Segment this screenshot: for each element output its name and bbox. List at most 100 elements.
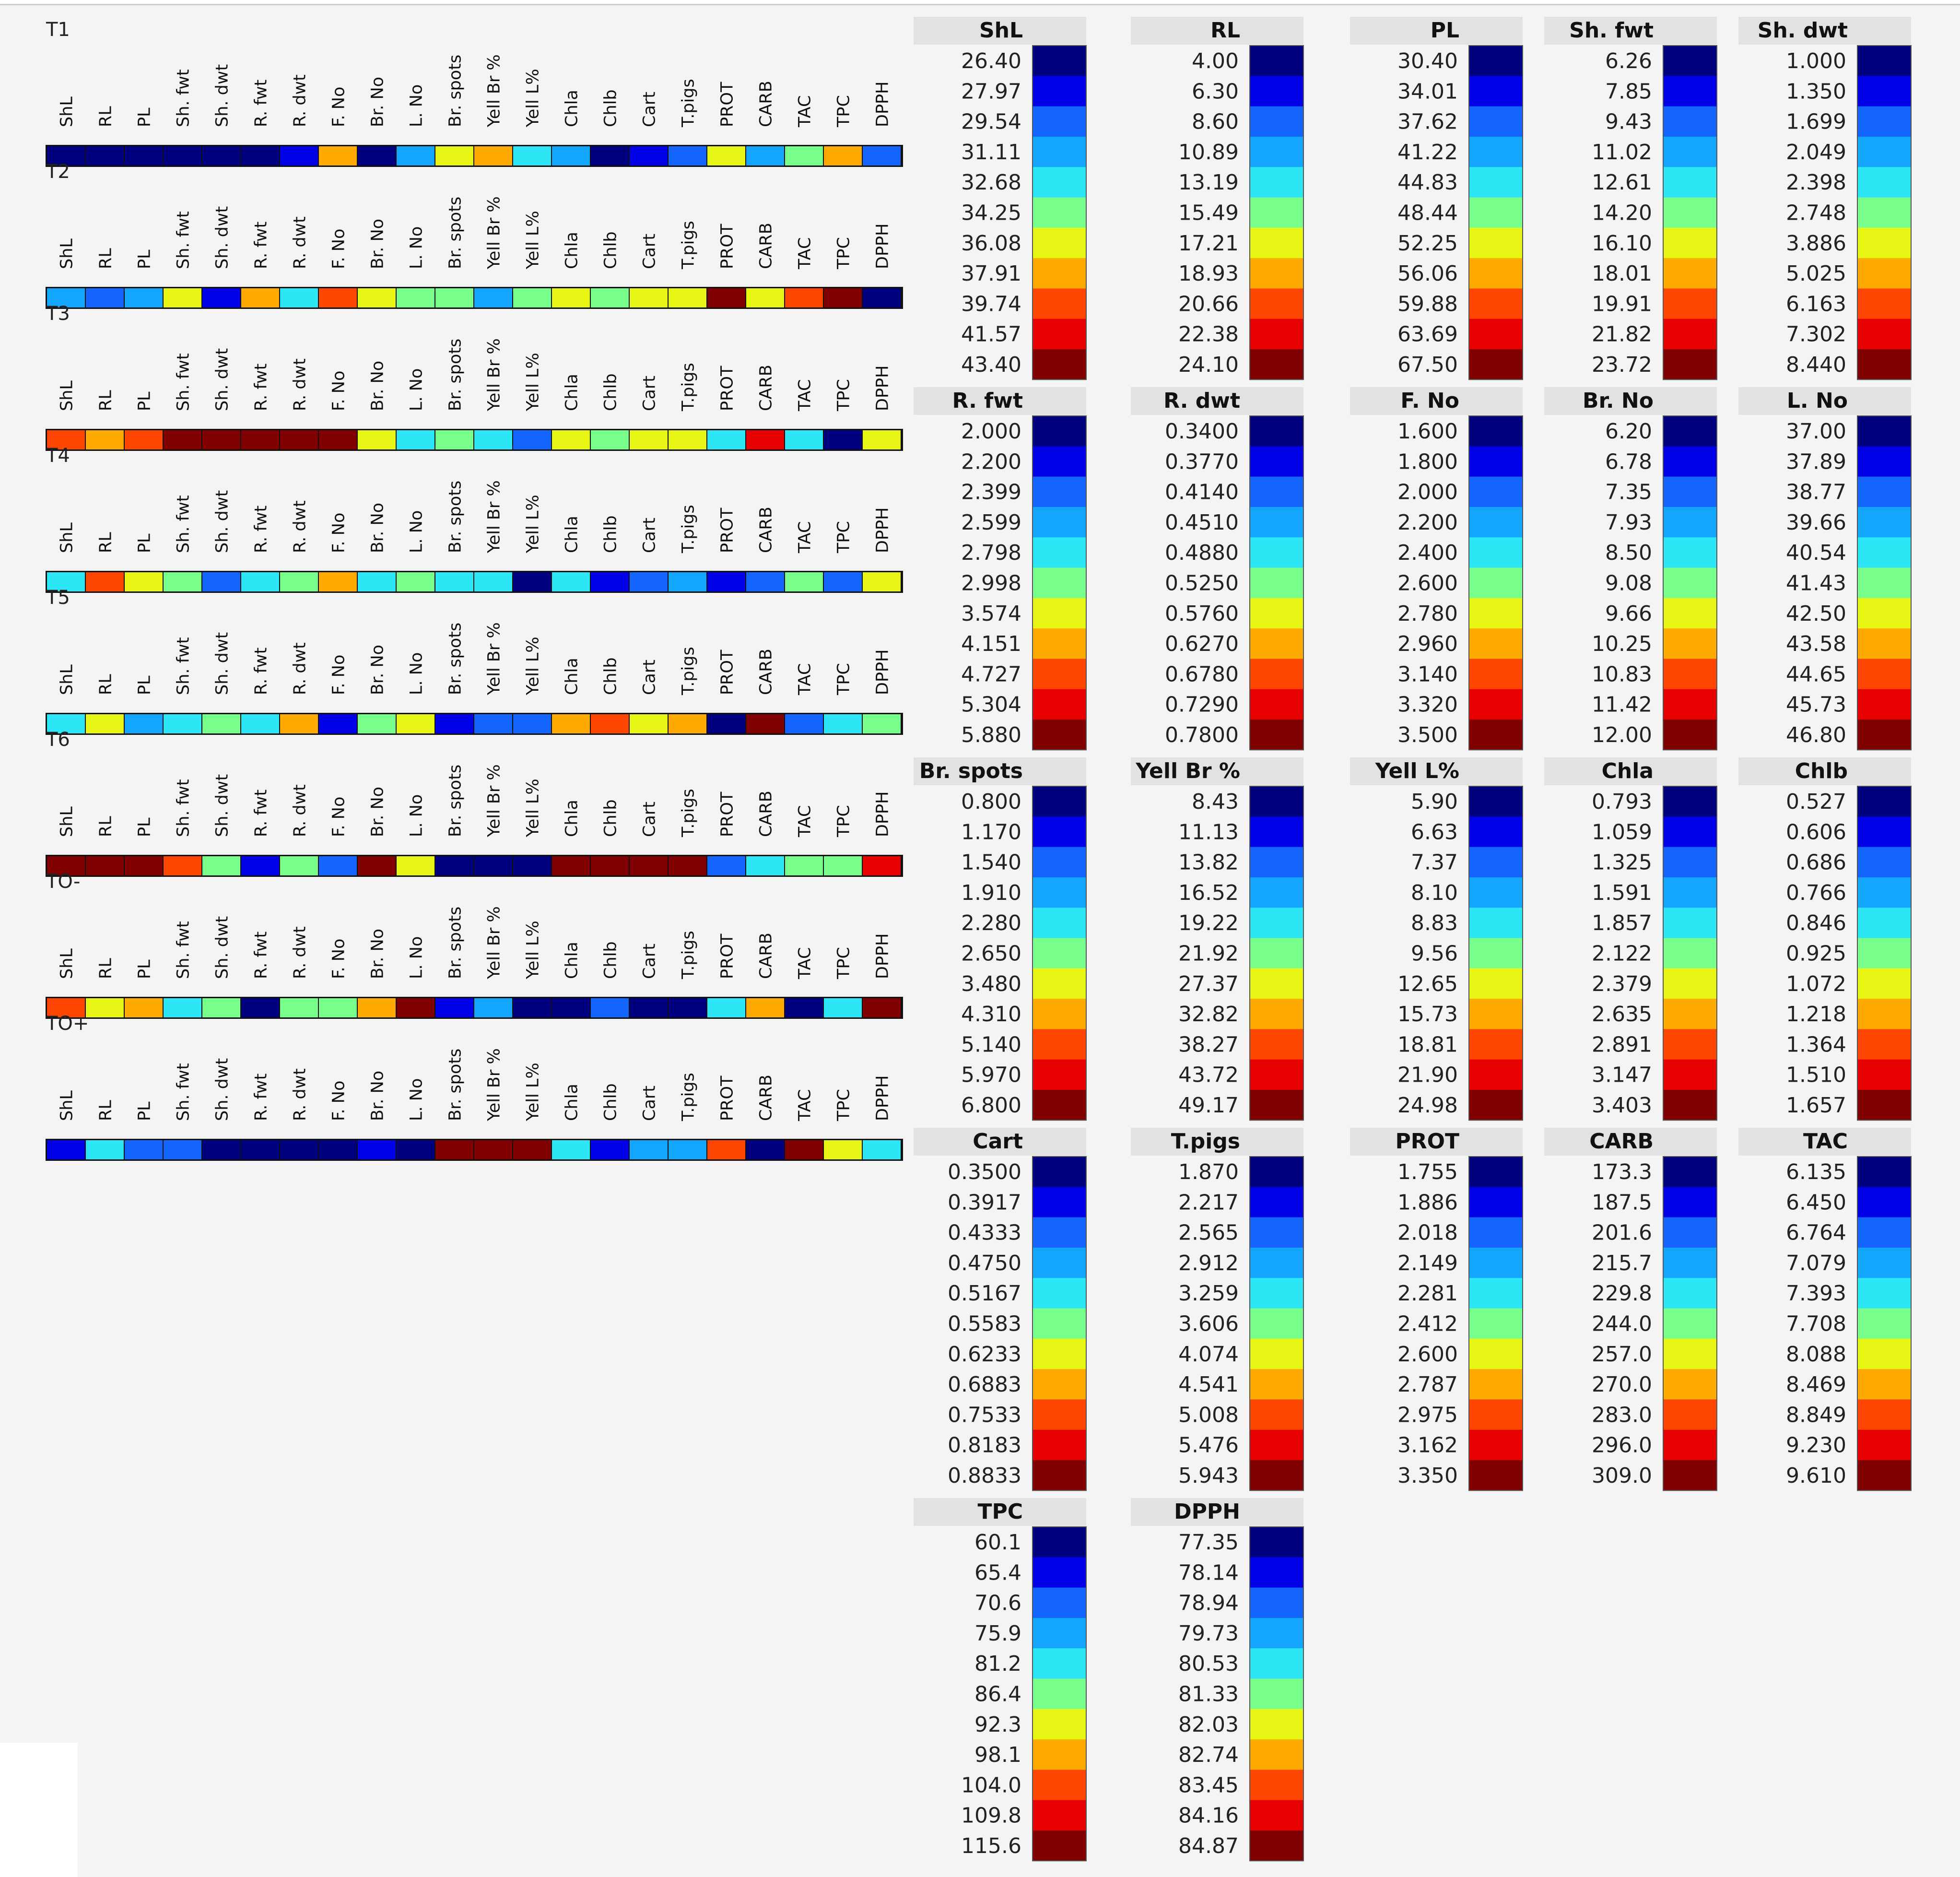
legend-tick-label: 4.541 (1178, 1372, 1239, 1397)
legend-swatch (1250, 537, 1303, 568)
legend-tick-label: 23.72 (1592, 353, 1652, 377)
heatmap-cell (164, 288, 201, 307)
heatmap-cell (164, 146, 201, 165)
column-label: Chlb (601, 231, 621, 269)
legend-tick-label: 82.03 (1178, 1712, 1239, 1737)
heatmap-cell (47, 288, 85, 307)
column-label: Chla (563, 800, 582, 837)
legend-swatch (1250, 167, 1303, 198)
legend-tick-label: 40.54 (1786, 541, 1846, 565)
column-label: L. No (407, 936, 426, 979)
legend-tick-label: 1.699 (1786, 110, 1846, 134)
legend-tick-label: 16.10 (1592, 231, 1652, 256)
column-label: DPPH (873, 508, 892, 553)
legend-tick-label: 26.40 (961, 49, 1021, 73)
heatmap-row-0: T1 ShL RL PL Sh. fwt Sh. dwt R. fwt R. dwt F. No… (46, 19, 903, 167)
legend-tick-label: 1.800 (1397, 449, 1458, 474)
legend-tick-label: 11.13 (1178, 820, 1239, 844)
legend-title: TAC (1803, 1129, 1848, 1154)
legend-tick-label: 82.74 (1178, 1743, 1239, 1767)
column-label: T.pigs (679, 1073, 698, 1121)
heatmap-cell (630, 572, 668, 591)
legend-20: TPC 60.1 65.4 70.6 75.9 81.2 86.4 92.3 98.1 104.0… (914, 1498, 1087, 1862)
column-label: DPPH (873, 649, 892, 695)
legend-swatch (1857, 877, 1911, 908)
column-label: R. dwt (291, 500, 310, 553)
legend-tick-label: 0.5167 (948, 1281, 1021, 1306)
legend-tick-label: 37.00 (1786, 419, 1846, 444)
heatmap-cell (435, 572, 473, 591)
column-label: Sh. fwt (174, 921, 193, 979)
legend-swatch (1033, 1709, 1086, 1740)
legend-tick-label: 27.97 (961, 79, 1021, 104)
heatmap-cell (591, 856, 629, 875)
legend-tick-label: 9.08 (1605, 571, 1652, 596)
legend-title: PROT (1395, 1129, 1459, 1154)
legend-swatch (1033, 816, 1086, 848)
legend-tick-label: 42.50 (1786, 602, 1846, 626)
legend-tick-label: 0.6883 (948, 1372, 1021, 1397)
legend-swatch (1250, 1059, 1303, 1090)
heatmap-cell (746, 856, 784, 875)
column-label: Sh. fwt (174, 353, 193, 411)
heatmap-cell (552, 572, 590, 591)
heatmap-cell (280, 1140, 318, 1159)
legend-tick-label: 12.61 (1592, 170, 1652, 195)
legend-swatch (1469, 1059, 1523, 1090)
heatmap-cell (707, 288, 745, 307)
column-label: Br. No (368, 645, 387, 695)
column-label: PL (135, 959, 154, 979)
legend-tick-label: 257.0 (1592, 1342, 1652, 1367)
legend-tick-label: 270.0 (1592, 1372, 1652, 1397)
legend-swatch (1250, 720, 1303, 750)
legend-tick-label: 5.90 (1411, 790, 1458, 814)
legend-title-bg (1350, 17, 1523, 45)
heatmap-cell (863, 146, 901, 165)
legend-swatch (1033, 1187, 1086, 1218)
legend-tick-label: 0.4880 (1165, 541, 1239, 565)
heatmap-cell (164, 430, 201, 449)
legend-tick-label: 3.886 (1786, 231, 1846, 256)
legend-tick-label: 4.151 (961, 632, 1021, 656)
column-label: RL (96, 390, 116, 411)
heatmap-cell (591, 572, 629, 591)
heatmap-cell (474, 856, 512, 875)
legend-1: RL 4.00 6.30 8.60 10.89 13.19 15.49 17.21 18.93 2… (1131, 17, 1304, 380)
legend-swatch-border (1032, 786, 1087, 1121)
column-label: R. dwt (291, 784, 310, 837)
legend-tick-label: 3.320 (1397, 693, 1458, 717)
legend-tick-label: 1.072 (1786, 972, 1846, 996)
column-label: Br. spots (446, 907, 465, 979)
legend-tick-label: 12.00 (1592, 723, 1652, 747)
heatmap-row-2: T3 ShL RL PL Sh. fwt Sh. dwt R. fwt R. dwt F. No… (46, 303, 903, 451)
legend-tick-label: 9.56 (1411, 942, 1458, 966)
heatmap-cell (746, 146, 784, 165)
legend-swatch (1857, 659, 1911, 690)
heatmap-cell (513, 288, 551, 307)
column-label: L. No (407, 652, 426, 695)
legend-swatch (1250, 197, 1303, 228)
legend-tick-label: 3.480 (961, 972, 1021, 996)
heatmap-cell (241, 998, 279, 1017)
column-label: R. fwt (252, 364, 271, 411)
legend-swatch (1857, 258, 1911, 289)
row-label: T5 (46, 587, 70, 609)
legend-swatch-border (1249, 1526, 1304, 1862)
legend-tick-label: 3.162 (1397, 1433, 1458, 1458)
legend-16: T.pigs 1.870 2.217 2.565 2.912 3.259 3.606 4.07… (1131, 1128, 1304, 1491)
column-label: Br. spots (446, 197, 465, 269)
column-label: T.pigs (679, 505, 698, 554)
legend-tick-label: 67.50 (1397, 353, 1458, 377)
legend-swatch (1857, 349, 1911, 380)
legend-tick-label: 1.218 (1786, 1002, 1846, 1027)
legend-tick-label: 8.43 (1192, 790, 1239, 814)
heatmap-cell (280, 146, 318, 165)
column-label: T.pigs (679, 221, 698, 270)
legend-swatch (1469, 1090, 1523, 1121)
legend-swatch (1857, 1429, 1911, 1461)
legend-swatch (1033, 46, 1086, 76)
heatmap-cell (47, 146, 85, 165)
heatmap-cell (785, 1140, 823, 1159)
legend-tick-label: 78.14 (1178, 1560, 1239, 1585)
heatmap-cell (319, 146, 357, 165)
